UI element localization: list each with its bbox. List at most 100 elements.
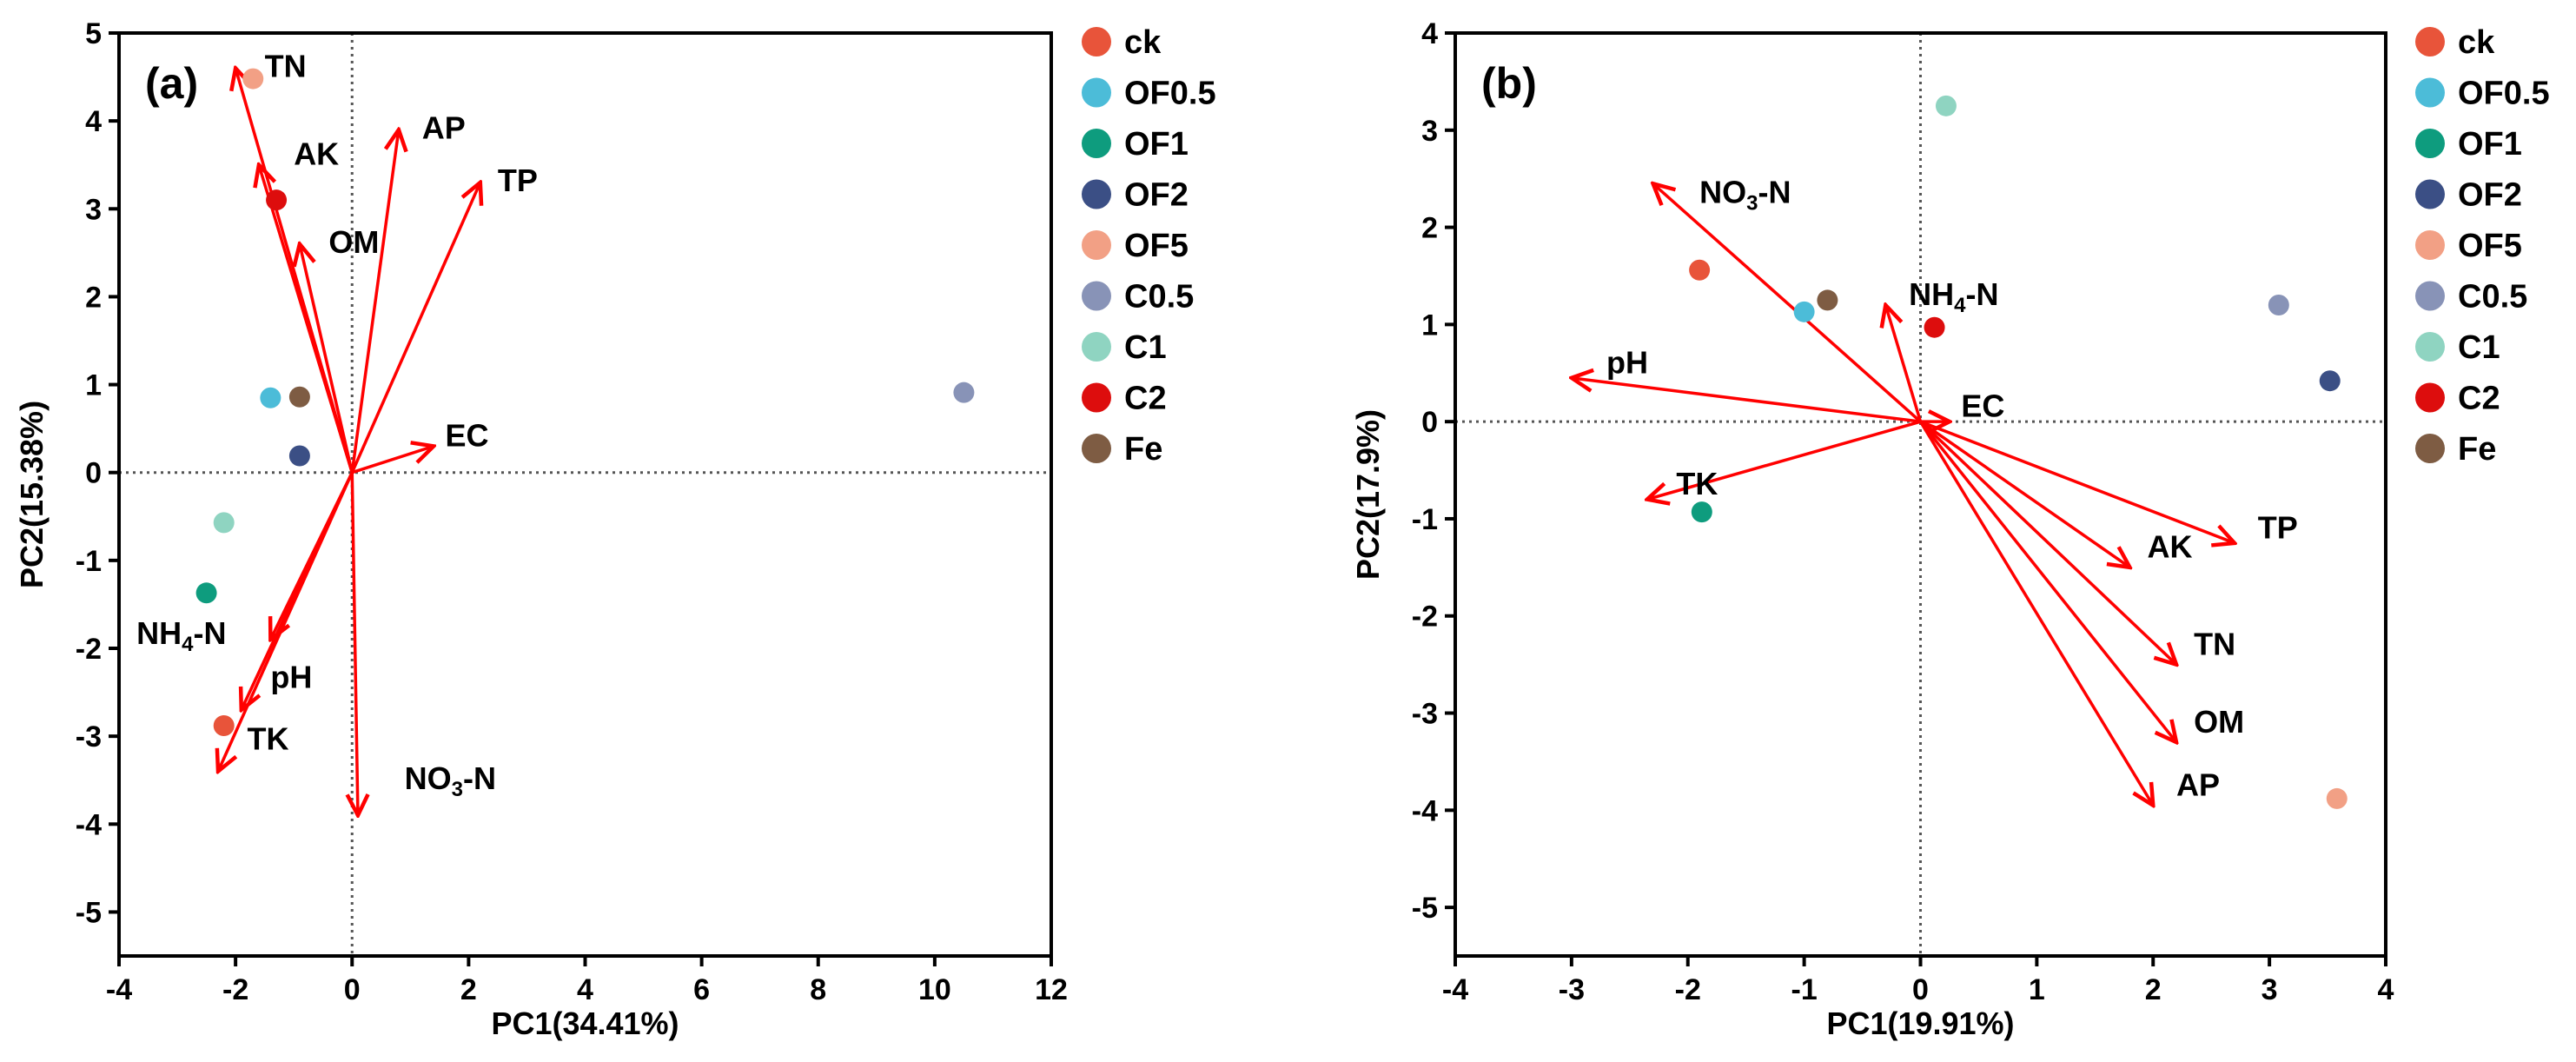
panel-a-vector-label-om: OM	[328, 224, 379, 260]
panel-a-y-tick-label: 5	[85, 17, 102, 50]
panel-a-vector-tp	[350, 183, 480, 474]
panel-b-vector-no3-n	[1653, 183, 1922, 423]
panel-a-legend-label-of0-5: OF0.5	[1124, 76, 1216, 112]
panel-a-legend-swatch-of2	[1082, 179, 1111, 209]
panel-a-x-tick-label: -4	[106, 973, 132, 1006]
panel-b-point-of1	[1691, 501, 1712, 523]
panel-b-panel-label: (b)	[1481, 59, 1537, 108]
panel-a-legend-swatch-ck	[1082, 27, 1111, 56]
panel-b-vector-label-om: OM	[2194, 704, 2244, 740]
panel-a-y-tick-label: 1	[85, 369, 102, 402]
panel-b-x-tick-label: 2	[2145, 973, 2162, 1006]
panel-b-legend-swatch-of0-5	[2415, 77, 2445, 108]
panel-b-legend-swatch-c0-5	[2415, 281, 2445, 311]
panel-a-legend-swatch-of1	[1082, 129, 1111, 158]
panel-b-y-tick-label: -5	[1412, 892, 1438, 925]
panel-b-legend: ck OF0.5 OF1 OF2 OF5 C0.5 C1 C2 Fe	[2415, 24, 2550, 468]
panel-b-vector-ak	[1919, 420, 2130, 568]
panel-a-vector-ap	[350, 129, 399, 473]
panel-a-vector-om	[300, 244, 354, 474]
panel-b-legend-swatch-c1	[2415, 332, 2445, 362]
panel-a-vector-no3-n	[352, 472, 358, 815]
panel-a-vector-label-tn: TN	[265, 49, 307, 84]
panel-b-legend-label-of1: OF1	[2458, 126, 2522, 163]
panel-b-vector-label-tk: TK	[1676, 466, 1718, 501]
panel-a-x-tick-label: 8	[810, 973, 826, 1006]
panel-a-point-c0-5	[953, 382, 975, 403]
panel-a-point-of1	[195, 582, 217, 604]
panel-a-y-tick-label: -1	[76, 545, 102, 578]
panel-b-x-axis-label: PC1(19.91%)	[1826, 1006, 2014, 1041]
panel-b-x-tick-label: 0	[1912, 973, 1929, 1006]
panel-b-x-tick-label: 3	[2261, 973, 2278, 1006]
panel-a-y-tick-label: -2	[76, 633, 102, 666]
panel-b-legend-label-fe: Fe	[2458, 431, 2496, 468]
panel-b-y-tick-label: -3	[1412, 698, 1438, 731]
panel-a-point-of0-5	[260, 387, 281, 408]
panel-a-legend-label-of2: OF2	[1124, 177, 1189, 214]
panel-a-legend-label-fe: Fe	[1124, 431, 1162, 468]
panel-a-legend-label-c1: C1	[1124, 329, 1167, 366]
panel-a-point-of5	[242, 68, 264, 90]
panel-a-legend-swatch-c1	[1082, 332, 1111, 362]
panel-a-x-tick-label: 4	[577, 973, 593, 1006]
panel-a-legend-label-of5: OF5	[1124, 228, 1189, 264]
panel-a-vector-label-ec: EC	[446, 417, 489, 453]
panel-b-legend-label-c2: C2	[2458, 381, 2500, 417]
panel-b-legend-swatch-of5	[2415, 230, 2445, 260]
panel-a-legend-label-of1: OF1	[1124, 126, 1189, 163]
panel-a-vector-label-no3-n: NO3-N	[405, 760, 496, 801]
panel-b-y-tick-label: 1	[1421, 309, 1438, 342]
panel-a-y-tick-label: -5	[76, 896, 102, 929]
panel-b-point-ck	[1689, 259, 1711, 281]
panel-b-legend-label-ck: ck	[2458, 24, 2495, 61]
panel-a-plot-frame	[117, 31, 1053, 958]
panel-b-point-fe	[1817, 289, 1838, 311]
panel-b-point-c0-5	[2268, 295, 2289, 316]
panel-b-vector-ph	[1572, 378, 1921, 423]
panel-a-legend-swatch-c2	[1082, 382, 1111, 413]
panel-b-x-tick-label: -4	[1442, 973, 1468, 1006]
panel-a-legend-swatch-c0-5	[1082, 281, 1111, 311]
panel-b-y-tick-label: -4	[1412, 794, 1438, 827]
panel-a-legend-label-c0-5: C0.5	[1124, 279, 1194, 315]
panel-b-vector-label-ec: EC	[1961, 388, 2004, 424]
panel-a-vector-label-ph: pH	[270, 660, 312, 695]
panel-a-vector-label-ak: AK	[294, 136, 339, 172]
panel-b-x-tick-label: -1	[1791, 973, 1818, 1006]
panel-b-vector-tk	[1647, 420, 1921, 499]
panel-a-vector-ak	[259, 165, 354, 474]
panel-a-legend-swatch-of5	[1082, 230, 1111, 260]
panel-b-point-c2	[1924, 316, 1945, 338]
panel-b-point-c1	[1935, 95, 1957, 116]
panel-b-x-tick-label: 1	[2029, 973, 2045, 1006]
panel-b-point-of0-5	[1793, 301, 1815, 322]
panel-b-x-tick-label: -2	[1675, 973, 1701, 1006]
panel-a-point-c1	[213, 512, 235, 534]
panel-b-legend-swatch-ck	[2415, 27, 2445, 56]
panel-b-y-tick-label: 0	[1421, 406, 1438, 439]
panel-a-x-axis-label: PC1(34.41%)	[491, 1006, 679, 1041]
panel-b-vector-tn	[1919, 420, 2177, 664]
panel-a-y-tick-label: 0	[85, 457, 102, 490]
panel-b-legend-swatch-of1	[2415, 129, 2445, 158]
panel-a-y-tick-label: -4	[76, 808, 102, 841]
panel-a-x-tick-label: 0	[344, 973, 361, 1006]
panel-a-vector-label-tk: TK	[248, 720, 289, 756]
panel-a-legend-label-c2: C2	[1124, 381, 1167, 417]
panel-b-y-tick-label: -2	[1412, 601, 1438, 634]
panel-a-x-tick-label: 2	[460, 973, 477, 1006]
panel-a-x-tick-label: 12	[1035, 973, 1068, 1006]
panel-b-vector-label-tp: TP	[2258, 509, 2298, 545]
panel-b-legend-label-of0-5: OF0.5	[2458, 76, 2550, 112]
panel-b-point-of2	[2319, 370, 2341, 392]
panel-a-x-tick-label: 6	[693, 973, 710, 1006]
panel-b-legend-label-of2: OF2	[2458, 177, 2522, 214]
panel-b-vector-label-nh4-n: NH4-N	[1909, 276, 1998, 317]
panel-a-vector-ec	[351, 446, 434, 475]
panel-a-legend-swatch-of0-5	[1082, 77, 1111, 108]
panel-a-legend-label-ck: ck	[1124, 24, 1162, 61]
panel-b-vector-label-ap: AP	[2176, 767, 2220, 803]
